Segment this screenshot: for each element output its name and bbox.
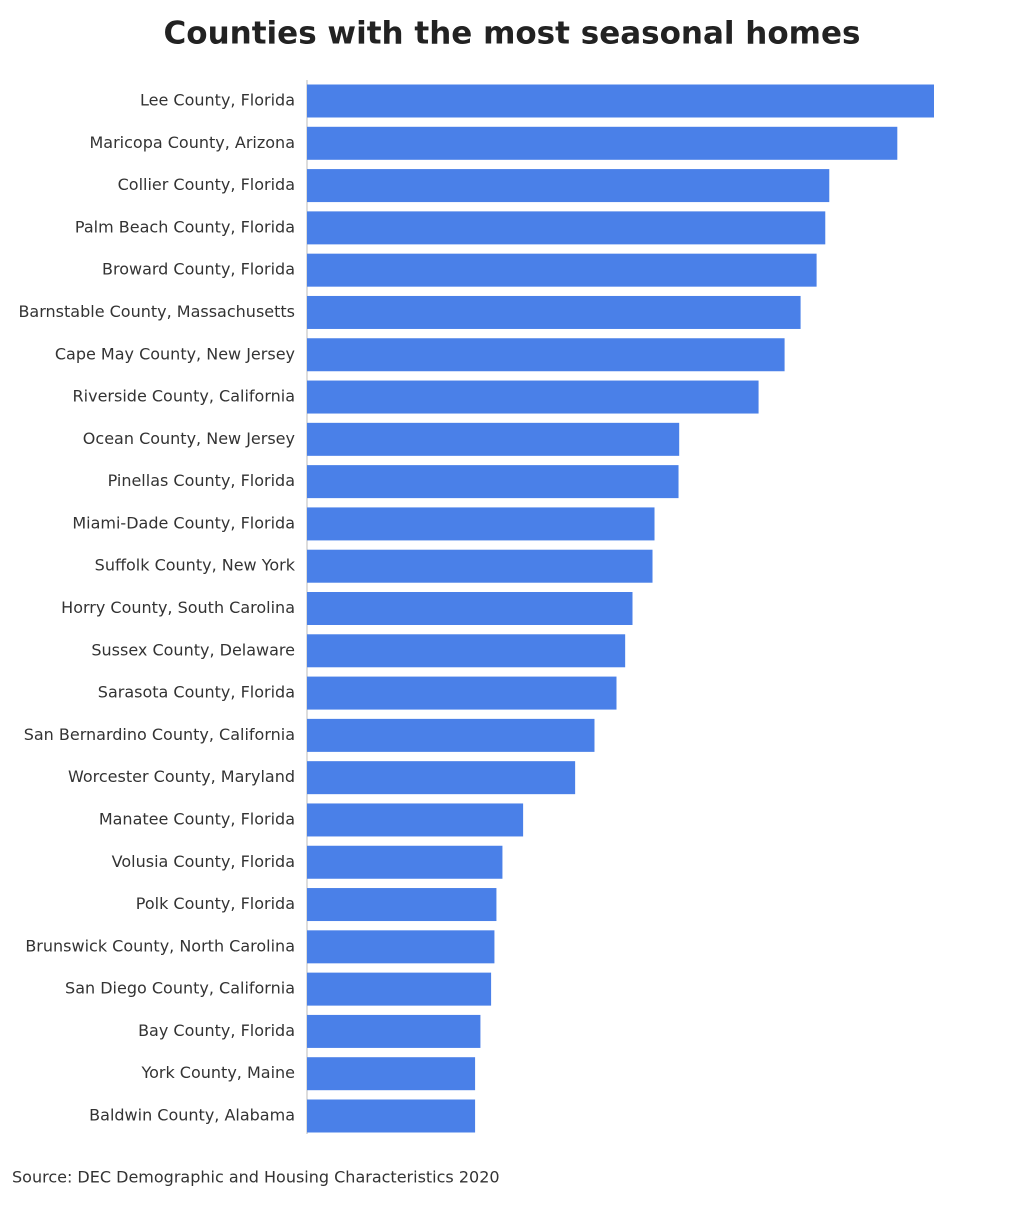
bar (307, 676, 617, 710)
bar (307, 211, 826, 245)
bar (307, 845, 503, 879)
bar (307, 1014, 481, 1048)
y-tick-label: Polk County, Florida (136, 894, 295, 913)
y-tick-label: Maricopa County, Arizona (89, 133, 295, 152)
y-tick-label: Barnstable County, Massachusetts (18, 302, 295, 321)
bar (307, 1057, 476, 1091)
y-tick-label: Cape May County, New Jersey (55, 344, 295, 363)
y-tick-label: Ocean County, New Jersey (83, 429, 295, 448)
y-tick-label: Lee County, Florida (140, 91, 295, 110)
y-tick-label: Volusia County, Florida (112, 852, 295, 871)
bar (307, 549, 653, 583)
source: Source: DEC Demographic and Housing Char… (12, 1168, 500, 1187)
bar (307, 803, 524, 837)
y-tick-label: Miami-Dade County, Florida (72, 513, 295, 532)
bar (307, 634, 626, 668)
y-tick-label: Manatee County, Florida (99, 809, 295, 828)
y-tick-label: Horry County, South Carolina (61, 598, 295, 617)
y-tick-label: Collier County, Florida (118, 175, 295, 194)
y-tick-label: Pinellas County, Florida (108, 471, 295, 490)
y-tick-label: Baldwin County, Alabama (89, 1106, 295, 1125)
y-tick-label: Riverside County, California (73, 387, 295, 406)
y-tick-label: Worcester County, Maryland (68, 767, 295, 786)
bar (307, 507, 655, 541)
bar (307, 465, 679, 499)
bar (307, 380, 759, 414)
bar (307, 84, 934, 118)
y-tick-label: San Diego County, California (65, 979, 295, 998)
bar (307, 338, 785, 372)
bar (307, 972, 492, 1006)
bar (307, 1099, 476, 1133)
bar (307, 253, 817, 287)
bar (307, 295, 801, 329)
bar (307, 422, 680, 456)
bar (307, 888, 497, 922)
y-tick-label: Sussex County, Delaware (91, 640, 295, 659)
bar (307, 930, 495, 964)
y-tick-label: Palm Beach County, Florida (75, 217, 295, 236)
y-tick-label: Broward County, Florida (102, 260, 295, 279)
bar (307, 761, 576, 795)
y-tick-label: York County, Maine (140, 1063, 295, 1082)
y-tick-label: Suffolk County, New York (95, 556, 296, 575)
y-tick-label: San Bernardino County, California (24, 725, 295, 744)
bar (307, 718, 595, 752)
y-tick-label: Bay County, Florida (138, 1021, 295, 1040)
y-tick-label: Sarasota County, Florida (98, 683, 295, 702)
y-tick-label: Brunswick County, North Carolina (25, 936, 295, 955)
chart-title: Counties with the most seasonal homes (164, 16, 861, 52)
bar (307, 592, 633, 625)
bar (307, 169, 830, 203)
bar (307, 126, 898, 160)
